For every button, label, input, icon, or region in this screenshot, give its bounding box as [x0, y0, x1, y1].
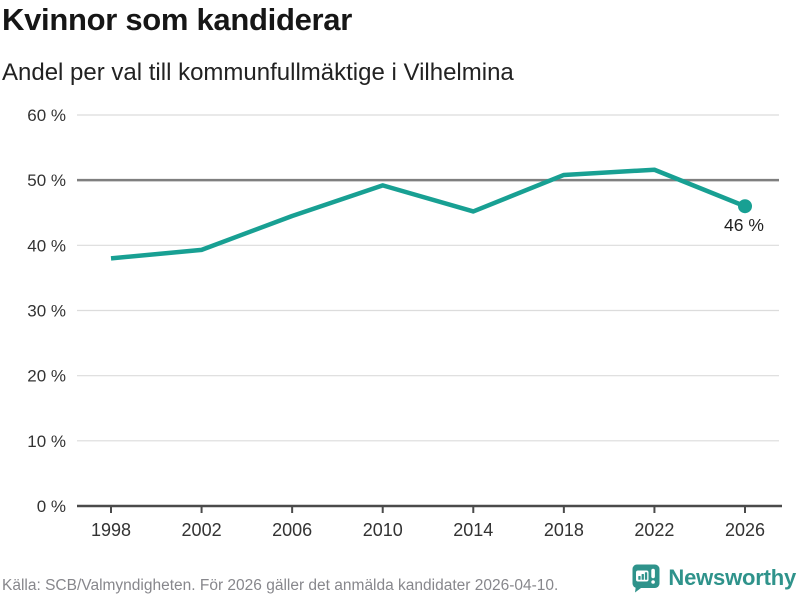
- y-tick-label: 60 %: [27, 106, 66, 125]
- page-title: Kvinnor som kandiderar: [2, 2, 352, 37]
- y-tick-label: 50 %: [27, 171, 66, 190]
- x-tick-label: 2002: [182, 520, 222, 540]
- page-subtitle: Andel per val till kommunfullmäktige i V…: [2, 59, 514, 86]
- y-tick-label: 20 %: [27, 367, 66, 386]
- newsworthy-brand-name: Newsworthy: [668, 565, 796, 590]
- newsworthy-brand-link[interactable]: Newsworthy: [631, 562, 796, 594]
- x-tick-label: 2022: [634, 520, 674, 540]
- trend-line: [110, 167, 746, 261]
- y-tick-label: 0 %: [37, 497, 66, 516]
- x-tick-label: 1998: [91, 520, 131, 540]
- y-tick-label: 30 %: [27, 302, 66, 321]
- x-tick-label: 2010: [363, 520, 403, 540]
- newsworthy-logo-icon: [632, 564, 660, 593]
- x-tick-label: 2006: [272, 520, 312, 540]
- last-point-dot: [738, 199, 752, 214]
- y-tick-label: 10 %: [27, 432, 66, 451]
- source-note: Källa: SCB/Valmyndigheten. För 2026 gäll…: [2, 577, 559, 594]
- y-tick-label: 40 %: [27, 236, 66, 255]
- x-tick-label: 2026: [725, 520, 765, 540]
- x-tick-label: 2018: [544, 520, 584, 540]
- x-tick-label: 2014: [453, 520, 493, 540]
- last-point-label: 46 %: [724, 215, 764, 235]
